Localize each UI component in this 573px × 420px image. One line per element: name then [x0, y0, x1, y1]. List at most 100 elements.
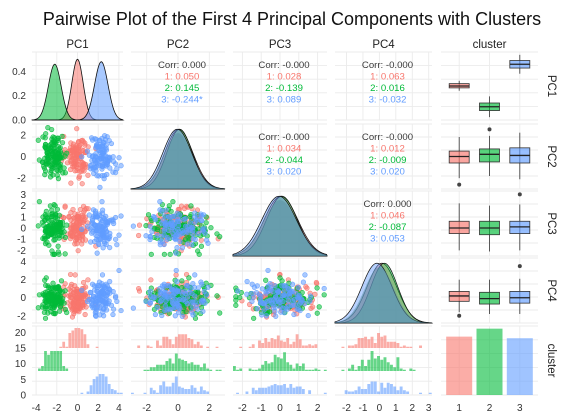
scatter-point — [67, 166, 74, 173]
scatter-point — [303, 284, 309, 290]
scatter-point — [258, 293, 264, 299]
scatter-point — [92, 208, 99, 214]
scatter-point — [96, 144, 102, 150]
scatter-point — [286, 293, 293, 299]
scatter-point — [259, 312, 265, 318]
hist-bar — [258, 340, 261, 348]
corr-overall: Corr: -0.000 — [362, 132, 413, 143]
hist-bar — [50, 351, 53, 371]
y-tick-label: 0.2 — [12, 91, 26, 102]
scatter-point — [72, 272, 78, 278]
scatter-point — [148, 277, 154, 283]
scatter-point — [40, 214, 46, 220]
hist-bar — [146, 369, 150, 371]
scatter-point — [45, 125, 51, 131]
hist-bar — [77, 328, 81, 348]
scatter-point — [136, 222, 143, 228]
scatter-point — [107, 287, 113, 293]
scatter-point — [75, 139, 81, 145]
hist-bar — [178, 358, 181, 371]
hist-bar — [370, 351, 374, 371]
hist-bar — [396, 343, 400, 348]
box-body — [479, 148, 500, 163]
scatter-point — [217, 310, 223, 316]
scatter-point — [162, 213, 168, 219]
scatter-point — [289, 298, 296, 304]
scatter-point — [174, 278, 180, 285]
hist-bar — [95, 346, 99, 348]
scatter-point — [94, 233, 100, 239]
hist-bar — [149, 367, 153, 371]
scatter-point — [174, 244, 180, 251]
hist-bar — [389, 341, 393, 348]
scatter-point — [75, 248, 81, 254]
hist-bar — [184, 361, 188, 371]
scatter-point — [85, 277, 91, 283]
x-tick-label: 1 — [393, 403, 399, 414]
scatter-point — [102, 157, 108, 164]
scatter-point — [36, 199, 42, 205]
hist-bar — [389, 364, 393, 371]
scatter-point — [103, 307, 110, 313]
strip-label-right: PC3 — [545, 212, 557, 234]
scatter-point — [143, 223, 149, 229]
scatter-point — [113, 293, 119, 299]
scatter-point — [107, 278, 113, 285]
scatter-point — [305, 312, 311, 319]
scatter-point — [74, 151, 80, 158]
corr-cluster-1: 1: 0.012 — [370, 144, 405, 155]
x-tick-label: -4 — [32, 403, 41, 414]
scatter-point — [249, 298, 255, 305]
corr-cluster-3: 3: 0.089 — [267, 95, 302, 106]
hist-bar — [68, 333, 72, 348]
hist-bar — [428, 392, 432, 394]
scatter-point — [35, 305, 41, 311]
scatter-point — [86, 212, 92, 218]
scatter-point — [107, 157, 113, 163]
panel-marks — [31, 54, 533, 395]
scatter-point — [312, 291, 318, 297]
density-pc3-overall — [233, 200, 327, 256]
hist-bar — [71, 330, 75, 348]
hist-bar — [131, 392, 134, 394]
scatter-point — [79, 181, 85, 187]
hist-bar — [190, 339, 194, 348]
hist-bar — [377, 356, 380, 371]
scatter-point — [188, 203, 194, 209]
scatter-point — [103, 229, 110, 235]
corr-overall: Corr: -0.000 — [258, 132, 309, 143]
hist-bar — [107, 384, 111, 394]
y-tick-label: 2 — [20, 130, 26, 141]
scatter-point — [69, 314, 76, 320]
hist-bar — [289, 344, 293, 348]
scatter-point — [159, 283, 165, 289]
scatter-point — [75, 300, 81, 306]
x-tick-label: -2 — [142, 403, 151, 414]
scatter-point — [69, 233, 76, 239]
hist-bar — [402, 369, 406, 371]
y-tick-label: -2 — [17, 311, 26, 322]
hist-bar — [56, 351, 59, 371]
hist-bar — [292, 387, 296, 394]
scatter-point — [74, 241, 80, 247]
scatter-point — [103, 142, 109, 148]
scatter-point — [52, 311, 58, 317]
corr-cluster-2: 2: 0.016 — [370, 83, 405, 94]
scatter-point — [101, 283, 107, 289]
scatter-point — [114, 242, 120, 248]
scatter-point — [79, 287, 85, 293]
scatter-point — [170, 287, 176, 293]
scatter-point — [314, 310, 320, 316]
corr-overall: Corr: -0.000 — [258, 60, 309, 71]
scatter-point — [71, 287, 77, 293]
scatter-point — [181, 296, 187, 302]
scatter-point — [154, 226, 161, 233]
scatter-point — [285, 303, 291, 309]
scatter-point — [130, 305, 136, 311]
y-tick-label: 1 — [20, 212, 26, 223]
box-outlier — [517, 264, 522, 269]
hist-bar — [289, 384, 293, 394]
strip-label-right: PC1 — [545, 75, 557, 97]
hist-bar — [280, 385, 283, 394]
hist-bar — [264, 387, 268, 394]
